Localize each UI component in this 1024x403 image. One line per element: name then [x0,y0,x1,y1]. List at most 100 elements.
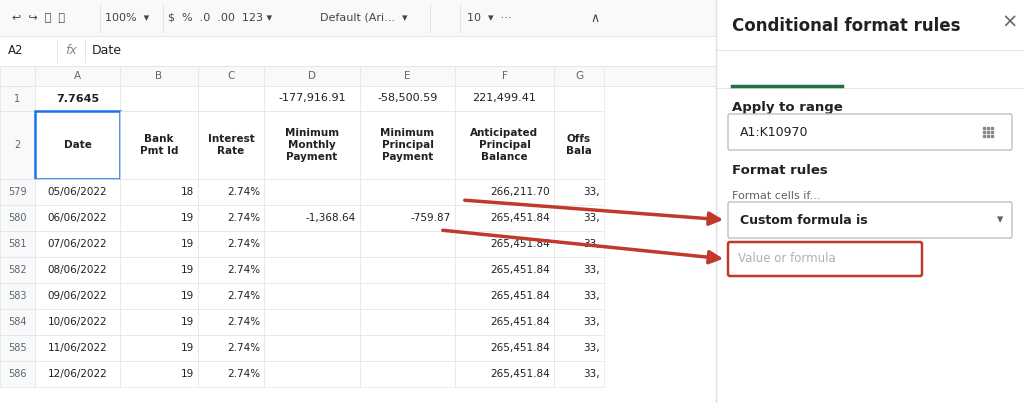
Bar [120,361,198,387]
Text: A1:K10970: A1:K10970 [740,125,809,139]
Text: 33,: 33, [584,343,600,353]
Bar [198,86,264,111]
Bar [120,66,198,86]
Text: 265,451.84: 265,451.84 [490,239,550,249]
Bar [198,66,264,86]
Bar [198,179,264,205]
Text: 2.74%: 2.74% [227,291,260,301]
Bar [264,335,360,361]
Bar [198,205,264,231]
Text: ×: × [1001,12,1018,31]
Text: 33,: 33, [584,317,600,327]
Bar [455,111,554,179]
Text: Value or formula: Value or formula [738,253,836,266]
Text: Anticipated
Principal
Balance: Anticipated Principal Balance [470,129,539,162]
Bar [0,66,35,86]
Text: 265,451.84: 265,451.84 [490,265,550,275]
Text: 265,451.84: 265,451.84 [490,213,550,223]
Text: Custom formula is: Custom formula is [740,214,867,226]
Bar [360,66,455,86]
Bar [264,309,360,335]
Bar [360,257,455,283]
Text: 11/06/2022: 11/06/2022 [48,343,108,353]
Bar [0,257,35,283]
Bar [716,0,1024,403]
Bar [0,231,35,257]
Text: 33,: 33, [584,239,600,249]
Text: 579: 579 [8,187,27,197]
Text: G: G [574,71,583,81]
Bar [35,283,120,309]
Bar [360,179,455,205]
Bar [455,335,554,361]
Text: Apply to range: Apply to range [732,102,843,114]
Bar [554,335,604,361]
Bar [120,205,198,231]
Bar [455,283,554,309]
Bar [360,335,455,361]
Text: ▾: ▾ [997,214,1004,226]
Text: 583: 583 [8,291,27,301]
Bar [198,335,264,361]
Text: 19: 19 [181,239,194,249]
Text: Default (Ari...  ▾: Default (Ari... ▾ [319,13,408,23]
Text: 08/06/2022: 08/06/2022 [48,265,108,275]
Bar [0,361,35,387]
Bar [554,309,604,335]
Bar [554,283,604,309]
Bar [35,111,120,179]
Bar [554,86,604,111]
Text: Offs
Bala: Offs Bala [566,134,592,156]
Text: 18: 18 [181,187,194,197]
Text: 7.7645: 7.7645 [56,93,99,104]
Bar [455,179,554,205]
Text: 33,: 33, [584,187,600,197]
Bar [0,86,35,111]
Bar [264,86,360,111]
Text: 221,499.41: 221,499.41 [472,93,537,104]
Text: 265,451.84: 265,451.84 [490,369,550,379]
Text: 581: 581 [8,239,27,249]
Text: Format cells if...: Format cells if... [732,191,820,201]
Text: 582: 582 [8,265,27,275]
Text: $  %  .0  .00  123 ▾: $ % .0 .00 123 ▾ [168,13,272,23]
Bar [120,86,198,111]
Text: 585: 585 [8,343,27,353]
Bar [554,111,604,179]
Bar [120,309,198,335]
Text: 19: 19 [181,343,194,353]
Bar [120,231,198,257]
Bar [198,283,264,309]
Text: -177,916.91: -177,916.91 [279,93,346,104]
Text: -58,500.59: -58,500.59 [377,93,437,104]
Text: 10  ▾  ···: 10 ▾ ··· [467,13,512,23]
Bar [0,0,716,36]
Text: 266,211.70: 266,211.70 [490,187,550,197]
Text: 100%  ▾: 100% ▾ [105,13,150,23]
Bar [554,361,604,387]
Bar [360,86,455,111]
Text: 580: 580 [8,213,27,223]
Text: 2: 2 [14,140,20,150]
Bar [0,36,716,66]
FancyBboxPatch shape [728,114,1012,150]
Text: -759.87: -759.87 [411,213,451,223]
Text: 33,: 33, [584,213,600,223]
Bar [264,231,360,257]
Bar [35,309,120,335]
Bar [35,335,120,361]
Bar [264,66,360,86]
Bar [554,205,604,231]
Bar [0,335,35,361]
Text: 2.74%: 2.74% [227,343,260,353]
FancyBboxPatch shape [728,202,1012,238]
Bar [455,205,554,231]
Bar [455,66,554,86]
Text: 19: 19 [181,265,194,275]
Bar [264,257,360,283]
Bar [455,231,554,257]
Text: Minimum
Principal
Payment: Minimum Principal Payment [381,129,434,162]
Text: 1: 1 [14,93,20,104]
Bar [198,361,264,387]
Text: 2.74%: 2.74% [227,265,260,275]
